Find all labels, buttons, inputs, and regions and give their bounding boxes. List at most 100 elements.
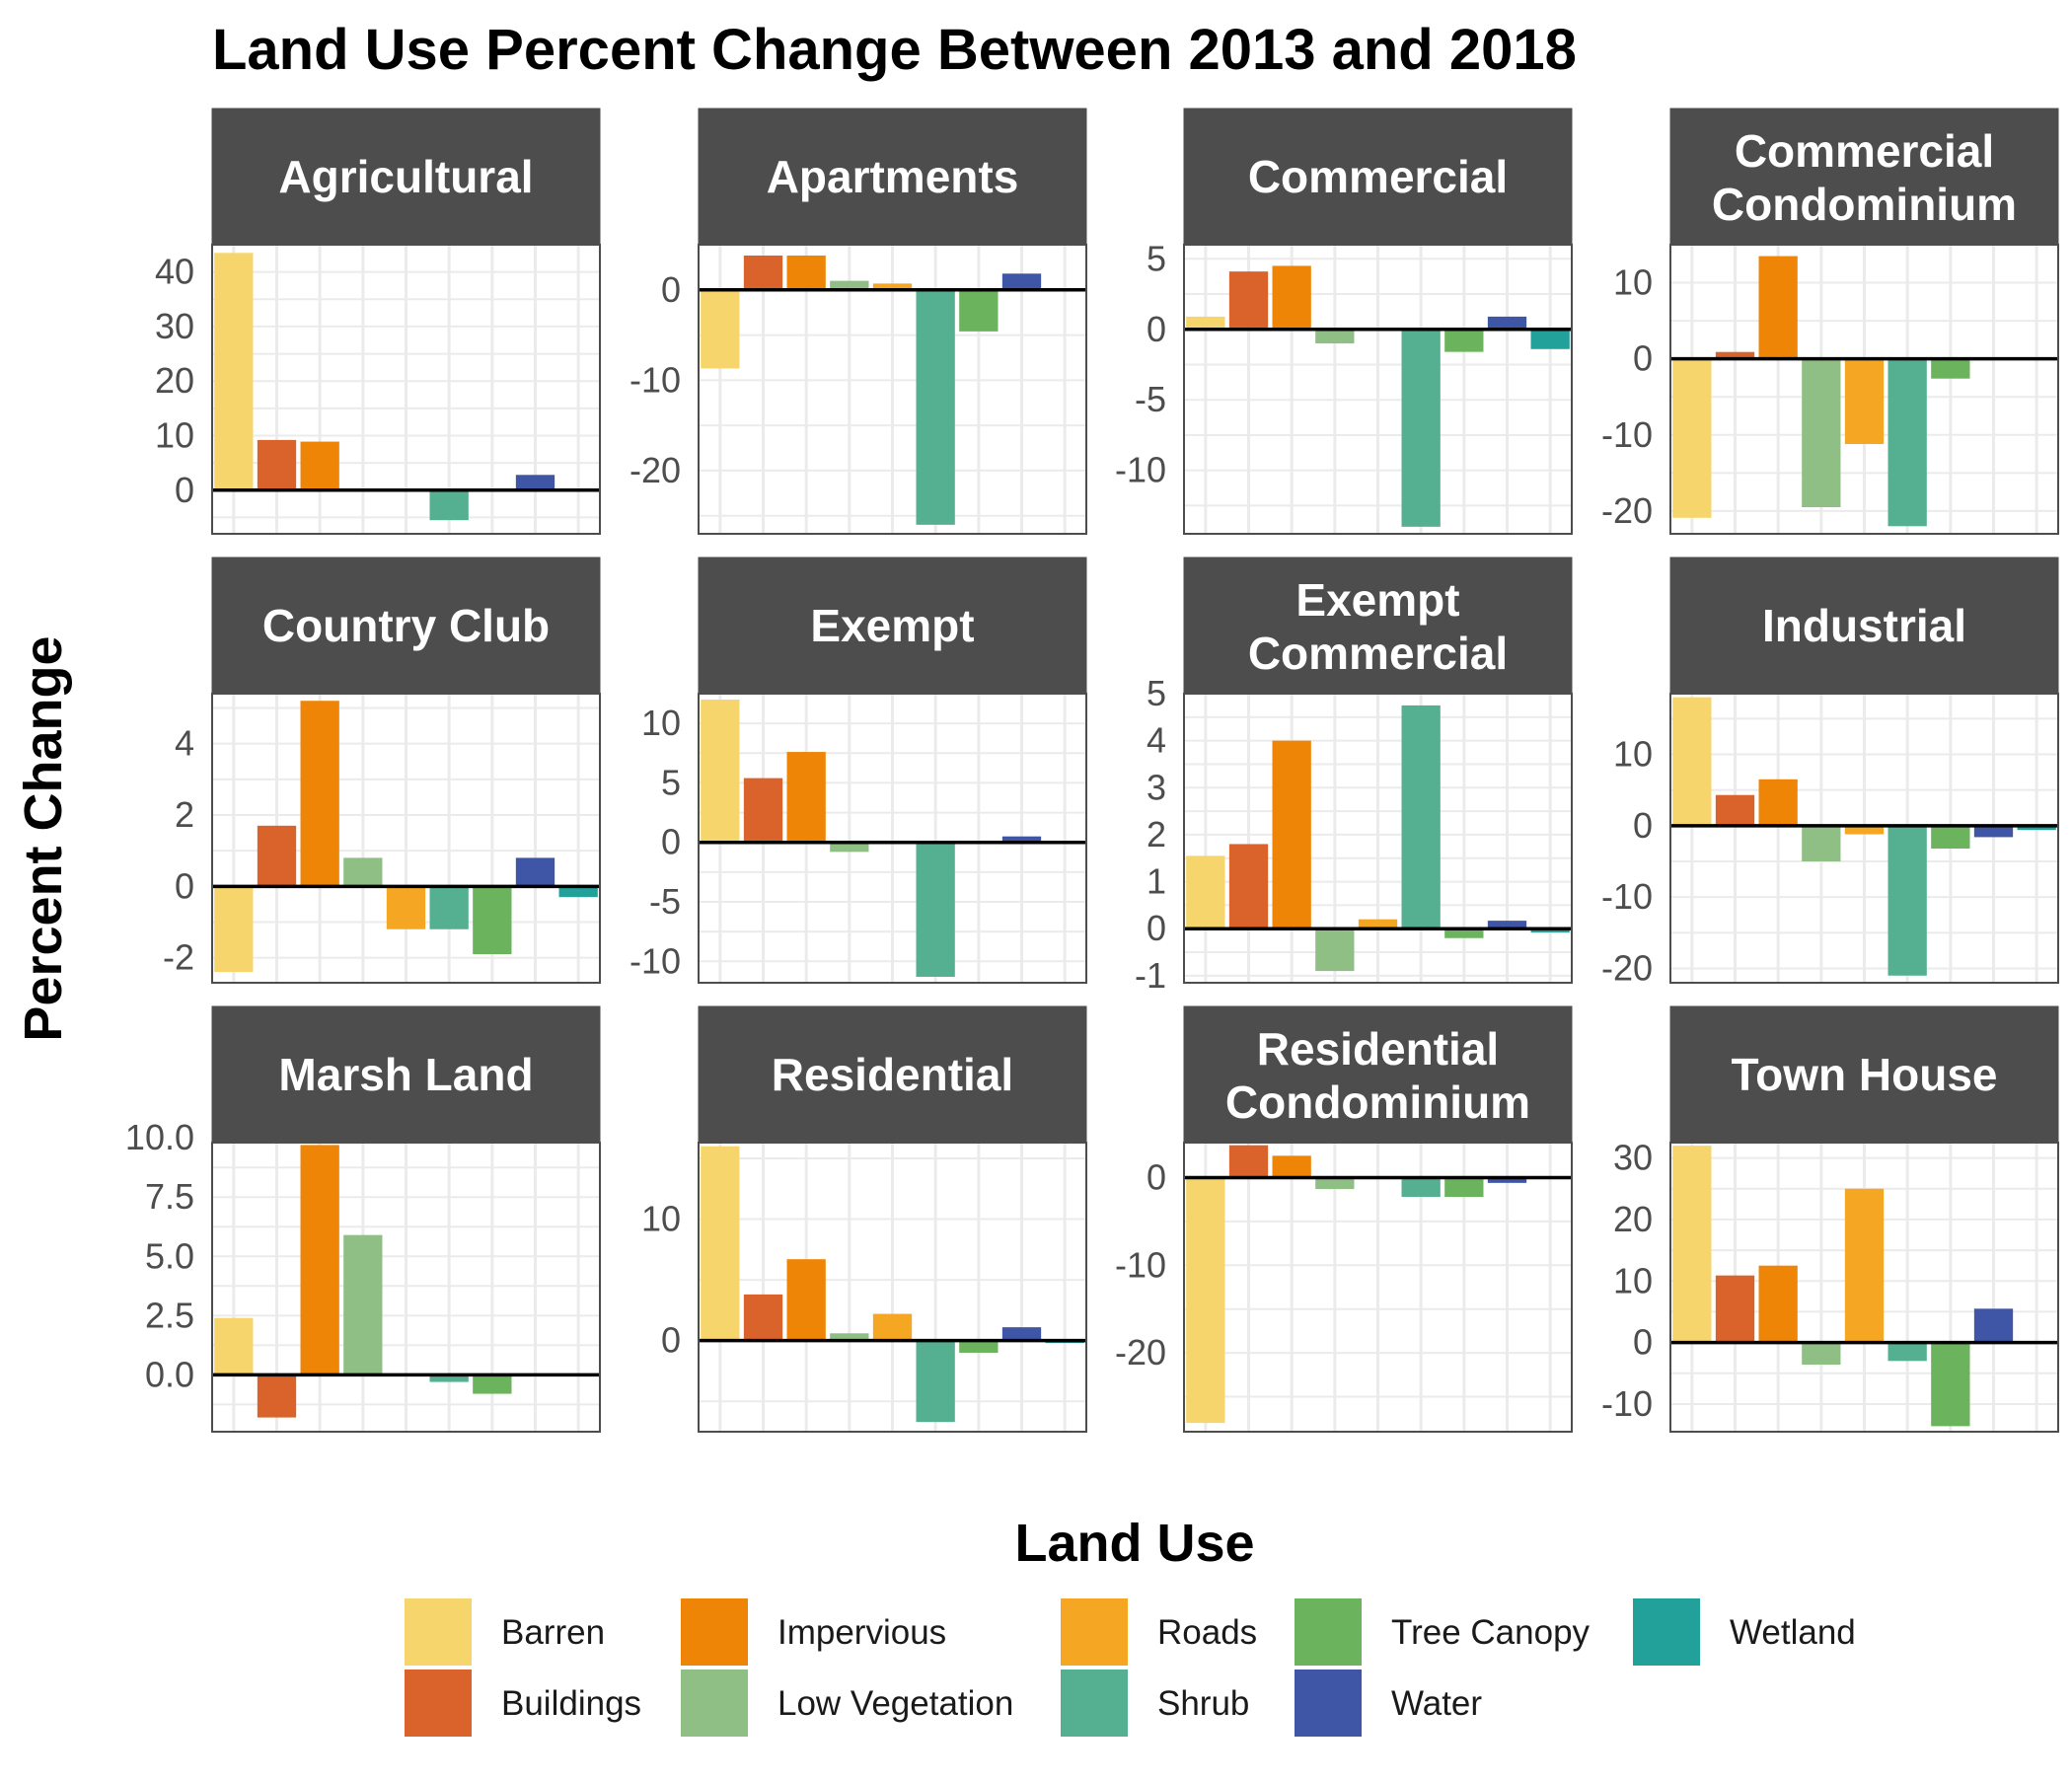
bar-water — [1973, 1308, 2014, 1343]
bar-water — [515, 857, 555, 887]
bar-tree-canopy — [1931, 358, 1970, 379]
bar-buildings — [257, 1374, 297, 1418]
bar-barren — [214, 886, 254, 973]
y-tick-label: 0 — [1147, 309, 1166, 349]
y-tick-label: 10 — [641, 1199, 681, 1239]
legend-label: Water — [1391, 1684, 1482, 1723]
facet-panel: Marsh Land 10.0 7.5 5.0 2.5 0.0 — [125, 1005, 601, 1433]
bar-water — [1001, 836, 1042, 843]
legend-key — [1061, 1670, 1128, 1737]
facet-title: Commercial — [1248, 151, 1508, 202]
legend-item: Water — [1295, 1670, 1482, 1737]
bar-barren — [1186, 1177, 1225, 1424]
y-tick-label: 0 — [1633, 805, 1653, 846]
bar-tree-canopy — [1444, 329, 1484, 352]
bar-buildings — [1715, 794, 1755, 826]
facet-panel: Agricultural 0 10 20 30 40 — [155, 108, 601, 535]
y-tick-label: 0 — [1147, 1157, 1166, 1198]
panel-border — [698, 244, 1087, 535]
legend-key — [1633, 1598, 1700, 1666]
y-tick-label: -2 — [163, 937, 194, 978]
panel-border — [211, 693, 601, 984]
legend-item: Roads — [1061, 1598, 1257, 1666]
bar-water — [1973, 825, 2014, 838]
bar-impervious — [786, 752, 826, 843]
legend-label: Tree Canopy — [1391, 1613, 1591, 1652]
bar-water — [1487, 921, 1527, 929]
bar-impervious — [1758, 256, 1798, 359]
bar-shrub — [1887, 1342, 1927, 1362]
bar-barren — [1672, 697, 1712, 826]
bar-buildings — [1228, 844, 1269, 929]
facet-title-line-1: Commercial — [1735, 125, 1994, 177]
legend-item: Wetland — [1633, 1598, 1856, 1666]
y-tick-label: 0 — [1633, 1322, 1653, 1363]
bar-low-vegetation — [1802, 825, 1841, 862]
y-tick-label: 2 — [1147, 814, 1166, 854]
y-tick-label: -5 — [649, 881, 681, 922]
bar-tree-canopy — [1931, 825, 1970, 849]
legend-label: Buildings — [501, 1684, 641, 1723]
y-tick-label: -10 — [629, 359, 681, 400]
bar-shrub — [429, 886, 469, 929]
bar-impervious — [1758, 779, 1798, 826]
bar-tree-canopy — [959, 1340, 999, 1353]
y-tick-label: 0 — [1633, 338, 1653, 379]
panel-border — [211, 244, 601, 535]
y-tick-label: 20 — [155, 360, 194, 401]
bar-low-vegetation — [830, 280, 869, 290]
y-tick-label: 0 — [175, 470, 194, 510]
y-tick-label: 5.0 — [145, 1235, 194, 1276]
facet-title-line-2: Condominium — [1225, 1076, 1530, 1128]
bar-impervious — [1272, 740, 1311, 929]
bar-impervious — [1272, 1155, 1311, 1178]
y-tick-label: 4 — [175, 723, 194, 764]
legend-item: Barren — [405, 1598, 605, 1666]
legend-item: Impervious — [681, 1598, 946, 1666]
panel-border — [1669, 1142, 2059, 1433]
bar-tree-canopy — [473, 1374, 512, 1394]
y-tick-label: -10 — [1601, 876, 1653, 917]
bar-buildings — [257, 439, 297, 490]
y-axis-title: Percent Change — [14, 635, 73, 1041]
y-tick-label: 10 — [155, 414, 194, 455]
y-tick-label: 10 — [1613, 1260, 1653, 1300]
bar-barren — [1672, 1146, 1712, 1343]
legend-title: Land Use — [1014, 1514, 1254, 1573]
bar-wetland — [1530, 329, 1570, 349]
facet-title-line-2: Commercial — [1248, 628, 1508, 679]
facet-panel: Town House 30 20 10 0 -10 — [1601, 1005, 2059, 1433]
y-tick-label: 0 — [661, 269, 681, 310]
legend-key — [1061, 1598, 1128, 1666]
bar-impervious — [1272, 265, 1311, 330]
facet-title-line-1: Exempt — [1295, 574, 1459, 626]
bar-water — [1487, 316, 1527, 330]
bar-shrub — [916, 1340, 955, 1423]
bar-tree-canopy — [473, 886, 512, 955]
y-tick-label: 0 — [661, 822, 681, 862]
bar-impervious — [786, 1259, 826, 1341]
bar-buildings — [257, 825, 297, 887]
bar-water — [515, 475, 555, 490]
facet-strip — [211, 557, 601, 695]
panel-border — [698, 1142, 1087, 1433]
y-tick-label: 10 — [1613, 733, 1653, 774]
bar-buildings — [1228, 271, 1269, 330]
bar-impervious — [1758, 1265, 1798, 1343]
bar-impervious — [300, 701, 339, 887]
bar-barren — [1186, 316, 1225, 330]
y-tick-label: 0 — [1147, 908, 1166, 948]
facet-strip — [211, 108, 601, 246]
y-tick-label: -20 — [1115, 1332, 1166, 1373]
bar-barren — [701, 289, 740, 369]
y-tick-label: -10 — [1601, 1383, 1653, 1424]
bar-barren — [701, 700, 740, 843]
facet-strip — [1669, 557, 2059, 695]
facet-strip — [1183, 557, 1573, 695]
legend-key — [1295, 1670, 1362, 1737]
y-tick-label: 10 — [641, 703, 681, 743]
y-tick-label: 2.5 — [145, 1295, 194, 1335]
y-tick-label: -10 — [1115, 1244, 1166, 1285]
legend-item: Buildings — [405, 1670, 641, 1737]
